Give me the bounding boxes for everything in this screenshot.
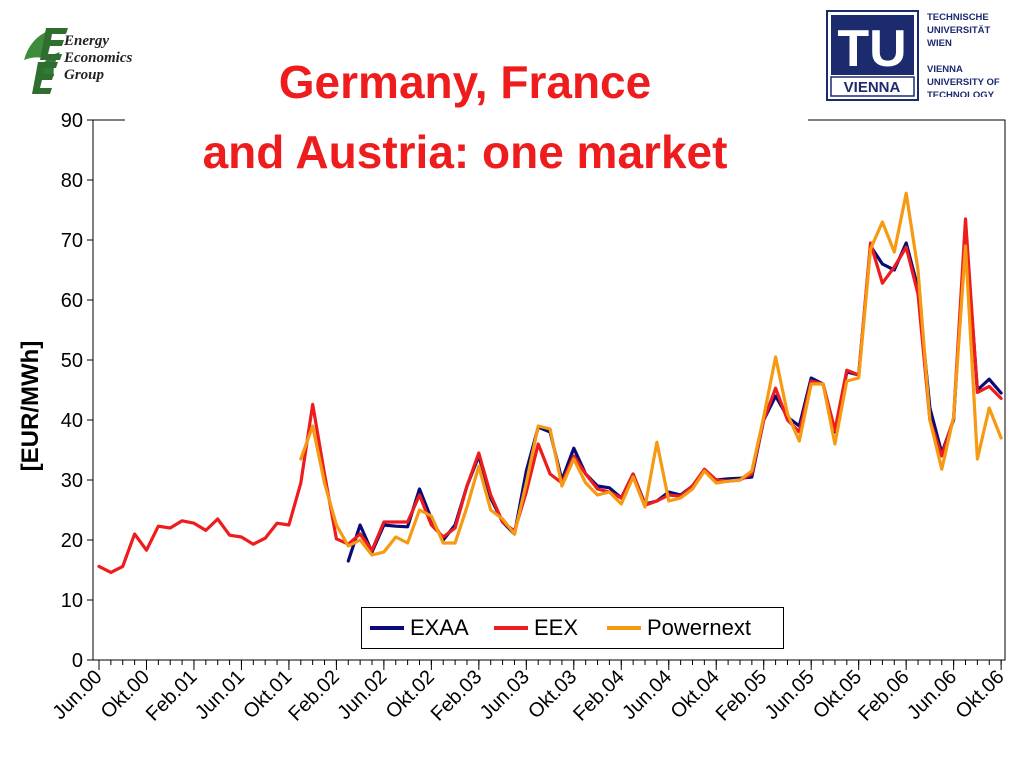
series-line-eex: [97, 217, 1003, 575]
eeg-text-group: Group: [64, 67, 105, 83]
x-tick-label: Jun.04: [618, 666, 676, 724]
legend-item-eex: EEX: [494, 615, 579, 640]
eeg-text-economics: Economics: [64, 50, 133, 66]
series-line-powernext: [299, 191, 1003, 557]
legend-label-eex: EEX: [534, 615, 579, 640]
y-tick-label: 0: [72, 650, 83, 672]
x-tick-label: Jun.05: [761, 666, 819, 724]
tu-text-line-4: VIENNA: [927, 64, 963, 75]
x-tick-label: Feb.02: [284, 666, 344, 726]
x-tick-label: Feb.06: [854, 666, 914, 726]
leaf-e-logo-icon: [24, 28, 68, 94]
legend-swatch-powernext: [607, 626, 641, 630]
x-tick-label: Feb.03: [427, 666, 487, 726]
tu-text-line-1: TECHNISCHE: [927, 12, 989, 23]
x-tick-label: Feb.05: [712, 666, 772, 726]
y-tick-label: 60: [61, 290, 83, 312]
y-tick-label: 10: [61, 590, 83, 612]
legend-label-exaa: EXAA: [410, 615, 469, 640]
x-tick-label: Jun.06: [903, 666, 961, 724]
chart-axes: [92, 119, 1006, 661]
tu-vienna-logo: TU VIENNA: [826, 10, 919, 101]
x-tick-label: Jun.01: [191, 666, 249, 724]
x-tick-label: Feb.01: [142, 666, 202, 726]
series-line-exaa: [346, 226, 1003, 563]
y-tick-label: 30: [61, 470, 83, 492]
plot-area-frame: [92, 119, 1006, 661]
legend-item-exaa: EXAA: [370, 615, 469, 640]
y-tick-label: 50: [61, 350, 83, 372]
tu-logo-icon: TU VIENNA: [826, 10, 919, 101]
tu-text-line-6: TECHNOLOGY: [927, 90, 995, 97]
y-axis-label: [EUR/MWh]: [17, 340, 44, 472]
tu-text-line-2: UNIVERSITÄT: [927, 25, 991, 36]
y-tick-label: 70: [61, 230, 83, 252]
slide-title-line-2: and Austria: one market: [202, 126, 728, 178]
chart-series-layer: [97, 191, 1003, 575]
tu-logo-word: VIENNA: [844, 79, 901, 96]
x-tick-label: Feb.04: [569, 666, 629, 726]
legend-label-powernext: Powernext: [647, 615, 751, 640]
tu-text-line-5: UNIVERSITY OF: [927, 77, 1000, 88]
legend-swatch-eex: [494, 626, 528, 630]
x-tick-label: Jun.03: [476, 666, 534, 724]
chart-legend: EXAA EEX Powernext: [361, 607, 784, 649]
legend-item-powernext: Powernext: [607, 615, 751, 640]
eeg-text-energy: Energy: [64, 33, 109, 49]
legend-swatch-exaa: [370, 626, 404, 630]
x-tick-label: Jun.00: [49, 666, 107, 724]
y-tick-label: 40: [61, 410, 83, 432]
x-tick-label: Jun.02: [333, 666, 391, 724]
y-tick-label: 90: [61, 110, 83, 132]
y-tick-label: 80: [61, 170, 83, 192]
tu-logo-mark: TU: [837, 20, 906, 78]
slide-title-line-1: Germany, France: [278, 56, 652, 108]
eeg-logo: Energy Economics Group: [20, 18, 135, 98]
title-backdrop: [125, 118, 808, 180]
tu-text-line-3: WIEN: [927, 38, 952, 49]
y-tick-label: 20: [61, 530, 83, 552]
x-tick-label: Okt.06: [951, 666, 1008, 723]
